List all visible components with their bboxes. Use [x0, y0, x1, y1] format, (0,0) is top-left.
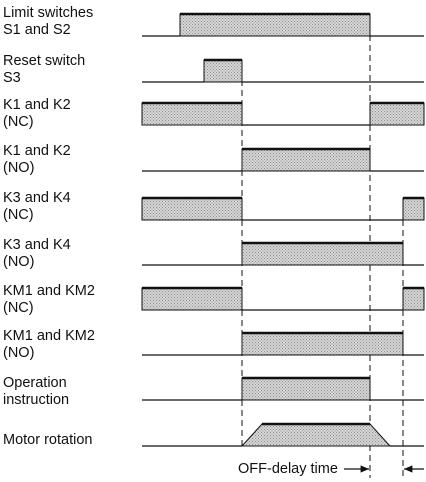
waveform-operation-instruction	[142, 376, 424, 401]
waveform-reset-switch	[142, 58, 424, 83]
waveform-km-nc	[141, 286, 425, 311]
waveform-k1k2-no	[142, 147, 424, 172]
waveform-motor-rotation	[142, 422, 424, 447]
waveform-k3k4-nc	[141, 196, 425, 221]
waveform-limit-switches	[142, 12, 424, 37]
waveform-k3k4-no	[142, 241, 424, 266]
waveform-k1k2-nc	[141, 101, 425, 126]
waveform-km-no	[142, 331, 424, 356]
